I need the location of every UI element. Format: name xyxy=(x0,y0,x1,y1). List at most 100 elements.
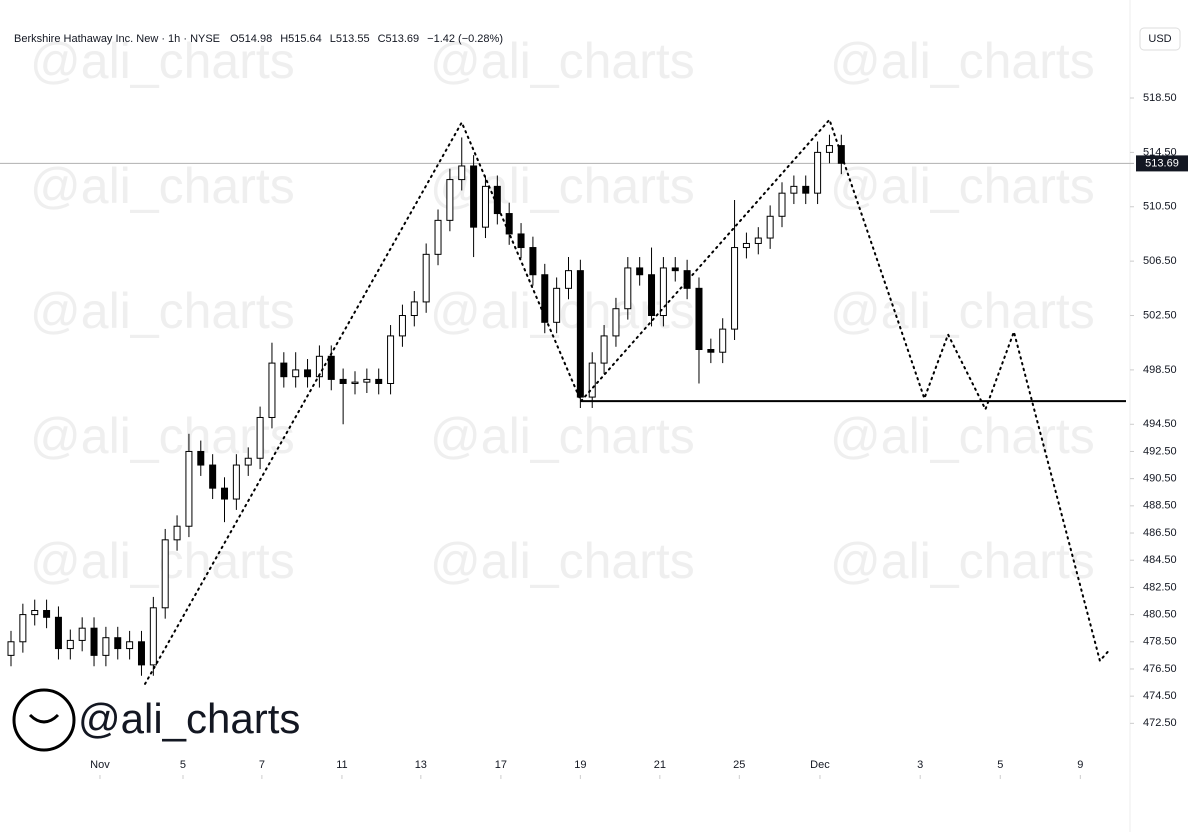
candle-body xyxy=(470,165,478,228)
candle-body xyxy=(7,641,15,656)
candle-body xyxy=(553,287,561,323)
candle-body xyxy=(446,179,454,221)
candle-body xyxy=(493,185,501,215)
candle-body xyxy=(137,641,145,666)
candle-body xyxy=(126,641,134,650)
candle-body xyxy=(161,539,169,609)
x-tick-label: 21 xyxy=(654,759,666,771)
y-tick-label: 514.50 xyxy=(1143,146,1177,158)
candle-body xyxy=(505,213,513,235)
y-tick-label: 494.50 xyxy=(1143,418,1177,430)
header-value: H515.64 xyxy=(280,33,322,45)
candle-body xyxy=(754,237,762,244)
logo-face xyxy=(12,688,76,752)
candle-body xyxy=(339,378,347,384)
candle-body xyxy=(78,627,86,641)
candle-body xyxy=(458,165,466,181)
y-tick-label: 490.50 xyxy=(1143,473,1177,485)
candle-body xyxy=(576,270,584,398)
candle-body xyxy=(410,301,418,317)
watermark: @ali_charts xyxy=(830,158,1095,214)
candle-body xyxy=(612,308,620,337)
candle-body xyxy=(173,525,181,541)
y-tick-label: 486.50 xyxy=(1143,527,1177,539)
x-tick-label: 17 xyxy=(495,759,507,771)
x-tick-label: 11 xyxy=(336,759,347,771)
y-tick-label: 474.50 xyxy=(1143,690,1177,702)
candle-body xyxy=(19,614,27,643)
watermark: @ali_charts xyxy=(430,158,695,214)
candle-body xyxy=(315,355,323,378)
y-tick-label: 478.50 xyxy=(1143,636,1177,648)
y-tick-label: 488.50 xyxy=(1143,500,1177,512)
watermark: @ali_charts xyxy=(830,533,1095,589)
candle-body xyxy=(197,450,205,466)
candle-body xyxy=(422,253,430,303)
header-value: C513.69 xyxy=(378,33,420,45)
candle-body xyxy=(90,627,98,656)
candle-body xyxy=(814,151,822,194)
candle-body xyxy=(790,185,798,194)
candle-body xyxy=(766,215,774,239)
y-tick-label: 498.50 xyxy=(1143,364,1177,376)
watermark: @ali_charts xyxy=(830,33,1095,89)
candle-body xyxy=(54,616,62,650)
candle-body xyxy=(43,610,51,618)
candle-body xyxy=(304,369,312,378)
header-values: O514.98 H515.64 L513.55 C513.69 −1.42 (−0.28… xyxy=(230,33,503,45)
x-tick-label: 19 xyxy=(574,759,586,771)
x-tick-label: 3 xyxy=(917,759,923,771)
candle-body xyxy=(659,267,667,317)
candle-body xyxy=(351,381,359,384)
watermark: @ali_charts xyxy=(430,408,695,464)
candle-body xyxy=(185,450,193,527)
candle-body xyxy=(529,247,537,276)
chart-title: Berkshire Hathaway Inc. New · 1h · NYSE xyxy=(14,33,220,45)
x-tick-label: 5 xyxy=(180,759,186,771)
watermark: @ali_charts xyxy=(830,283,1095,339)
candle-body xyxy=(268,362,276,418)
candle-body xyxy=(481,185,489,228)
projection-line xyxy=(144,117,1110,685)
y-tick-label: 480.50 xyxy=(1143,608,1177,620)
logo: @ali_charts xyxy=(12,688,300,752)
candle-body xyxy=(636,267,644,276)
candle-body xyxy=(280,362,288,378)
logo-smile xyxy=(28,713,60,724)
candle-body xyxy=(102,637,110,656)
last-price-label: 513.69 xyxy=(1145,157,1179,169)
x-tick-label: Nov xyxy=(90,759,110,771)
watermark: @ali_charts xyxy=(430,533,695,589)
candle-body xyxy=(434,219,442,255)
candle-body xyxy=(517,233,525,249)
x-tick-label: 5 xyxy=(997,759,1003,771)
watermark: @ali_charts xyxy=(30,283,295,339)
y-tick-label: 518.50 xyxy=(1143,92,1177,104)
header-value: −1.42 (−0.28%) xyxy=(427,33,503,45)
candle-body xyxy=(387,335,395,384)
candle-body xyxy=(778,192,786,217)
candle-body xyxy=(221,487,229,500)
last-price-box xyxy=(1136,155,1188,172)
candle-body xyxy=(244,457,252,466)
y-tick-label: 482.50 xyxy=(1143,581,1177,593)
candle-body xyxy=(588,362,596,398)
candle-body xyxy=(209,464,217,489)
candle-body xyxy=(327,355,335,380)
candle-body xyxy=(541,274,549,323)
watermark: @ali_charts xyxy=(30,408,295,464)
candle-body xyxy=(671,267,679,272)
x-tick-label: 25 xyxy=(733,759,745,771)
watermark: @ali_charts xyxy=(430,283,695,339)
candle-body xyxy=(731,247,739,330)
candle-body xyxy=(683,270,691,289)
y-tick-label: 502.50 xyxy=(1143,309,1177,321)
y-tick-label: 510.50 xyxy=(1143,201,1177,213)
candle-body xyxy=(707,349,715,353)
candle-body xyxy=(802,185,810,194)
watermarks: @ali_charts @ali_charts @ali_charts @ali_ch… xyxy=(30,33,1095,589)
candle-body xyxy=(398,315,406,337)
candle-body xyxy=(363,378,371,383)
